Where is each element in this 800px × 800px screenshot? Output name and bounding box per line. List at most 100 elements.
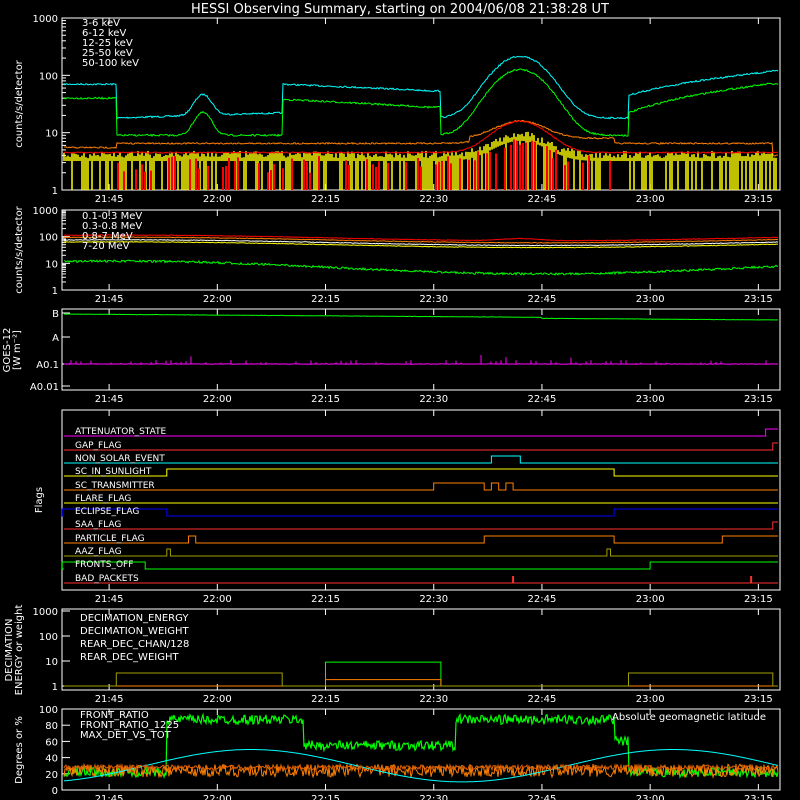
flag-line-8 — [64, 535, 778, 544]
flags-xtick-label: 22:00 — [203, 594, 232, 605]
ratio-legend-1: FRONT_RATIO_1225 — [80, 720, 179, 731]
dec-xtick-label: 22:45 — [528, 694, 557, 705]
gamma-legend-2: 0.8-7 MeV — [82, 231, 133, 242]
gamma-xtick-label: 22:15 — [311, 294, 340, 305]
ratio-frame — [61, 708, 781, 791]
gamma-ytick-label: 100 — [39, 233, 58, 244]
flag-label-7: SAA_FLAG — [75, 520, 121, 530]
gamma-xtick-label: 21:45 — [95, 294, 124, 305]
ratio-series-geomag — [64, 749, 779, 783]
flags-xtick-label: 23:00 — [636, 594, 665, 605]
flag-line-7 — [64, 521, 778, 530]
dec-legend-0: DECIMATION_ENERGY — [80, 613, 189, 624]
gamma-ylabel: counts/s/detector — [14, 205, 25, 293]
ratio-ytick-label: 100 — [39, 705, 58, 716]
flag-label-5: FLARE_FLAG — [75, 494, 131, 504]
xray-legend-3: 25-50 keV — [82, 48, 133, 59]
goes-ylabel: GOES-12 — [2, 328, 13, 373]
goes-frame — [61, 308, 781, 391]
gamma-series-0.3-0.8 — [63, 236, 779, 244]
dec-legend-1: DECIMATION_WEIGHT — [80, 626, 189, 637]
ratio-series-front — [63, 762, 779, 772]
gamma-ytick-label: 1 — [52, 286, 58, 297]
goes-xtick-label: 22:45 — [528, 394, 557, 405]
goes-ytick-label: B — [52, 309, 59, 320]
dec-ytick-label: 1 — [52, 682, 58, 693]
gamma-xtick-label: 23:15 — [744, 294, 773, 305]
panels: 21:45 22:00 22:15 22:30 22:45 23:00 23:1511010… — [2, 14, 781, 800]
xray-series-25-50 — [63, 68, 779, 138]
goes-xtick-label: 23:15 — [744, 394, 773, 405]
xray-xtick-label: 23:00 — [636, 194, 665, 205]
flag-label-9: AAZ_FLAG — [75, 547, 122, 557]
flags-xtick-label: 23:15 — [744, 594, 773, 605]
flag-line-10 — [61, 561, 778, 570]
xray-xtick-label: 22:45 — [528, 194, 557, 205]
gamma-xtick-label: 22:45 — [528, 294, 557, 305]
flag-row-4: SC_TRANSMITTER — [64, 481, 778, 491]
panel-gamma: 21:45 22:00 22:15 22:30 22:45 23:00 23:15 1 10 10… — [14, 205, 781, 305]
ratio-ytick-label: 0 — [52, 786, 58, 797]
panel-ratio: 21:45 22:00 22:15 22:30 22:45 23:00 23:15 0 20 40… — [14, 705, 781, 800]
flags-frame — [61, 409, 781, 591]
dec-legend-3: REAR_DEC_WEIGHT — [80, 652, 179, 663]
dec-xtick-label: 22:30 — [419, 694, 448, 705]
xray-ytick-label: 1 — [52, 186, 58, 197]
flag-row-7: SAA_FLAG — [64, 520, 778, 530]
ratio-xtick-label: 22:15 — [311, 794, 340, 800]
gamma-series-7-20 — [63, 241, 779, 249]
xray-ytick-label: 10 — [45, 129, 58, 140]
panel-xray: 21:45 22:00 22:15 22:30 22:45 23:00 23:15 1 10 10… — [14, 14, 781, 205]
flag-row-3: SC_IN_SUNLIGHT — [64, 467, 778, 477]
ratio-xtick-label: 22:45 — [528, 794, 557, 800]
ratio-legend-2: MAX_DET_VS_TOT — [80, 730, 172, 741]
flag-row-11: BAD_PACKETS — [64, 574, 778, 584]
flag-label-10: FRONTS_OFF — [75, 560, 133, 570]
ratio-annotation: Absolute geomagnetic latitude — [612, 712, 766, 723]
dec-xtick-label: 23:00 — [636, 694, 665, 705]
ratio-legend-0: FRONT_RATIO — [80, 710, 149, 721]
goes-ylabel-2: [W m⁻²] — [12, 330, 23, 370]
xray-legend-0: 3-6 keV — [82, 18, 120, 29]
flag-row-5: FLARE_FLAG — [64, 494, 778, 504]
ratio-xtick-label: 22:00 — [203, 794, 232, 800]
gamma-xtick-label: 23:00 — [636, 294, 665, 305]
xray-series-3-6-line — [63, 120, 779, 154]
goes-xtick-label: 21:45 — [95, 394, 124, 405]
xray-xtick-label: 22:30 — [419, 194, 448, 205]
panel-decimation: 21:45 22:00 22:15 22:30 22:45 23:00 23:15 1 10 10… — [4, 605, 781, 705]
gamma-xtick-label: 22:00 — [203, 294, 232, 305]
xray-legend-4: 50-100 keV — [82, 58, 139, 69]
flag-row-9: AAZ_FLAG — [64, 547, 778, 557]
ratio-ytick-label: 60 — [45, 737, 58, 748]
flag-label-11: BAD_PACKETS — [75, 574, 139, 584]
ratio-xtick-label: 23:15 — [744, 794, 773, 800]
dec-ylabel-2: ENERGY or weight — [14, 605, 25, 696]
ratio-ytick-label: 20 — [45, 770, 58, 781]
goes-ytick-label: A0.1 — [36, 360, 59, 371]
flag-label-2: NON_SOLAR_EVENT — [75, 454, 165, 464]
flag-line-6 — [61, 508, 778, 517]
ratio-xtick-label: 23:00 — [636, 794, 665, 800]
flag-row-10: FRONTS_OFF — [61, 560, 778, 570]
dec-ytick-label: 100 — [39, 632, 58, 643]
goes-xtick-label: 23:00 — [636, 394, 665, 405]
dec-series-energy — [64, 661, 778, 687]
flag-label-3: SC_IN_SUNLIGHT — [75, 467, 152, 477]
ratio-series-front-1225 — [63, 712, 779, 779]
ratio-ylabel: Degrees or % — [14, 716, 25, 784]
gamma-series-0.8-7 — [63, 238, 779, 247]
ratio-xtick-label: 21:45 — [95, 794, 124, 800]
flag-label-1: GAP_FLAG — [75, 441, 121, 451]
xray-series-3-6 — [117, 139, 611, 190]
flag-label-0: ATTENUATOR_STATE — [75, 427, 167, 437]
dec-xtick-label: 23:15 — [744, 694, 773, 705]
gamma-legend-1: 0.3-0.8 MeV — [82, 221, 142, 232]
xray-ytick-label: 1000 — [33, 14, 58, 25]
gamma-ytick-label: 1000 — [33, 206, 58, 217]
goes-xtick-label: 22:30 — [419, 394, 448, 405]
flag-line-9 — [64, 548, 778, 557]
goes-ytick-label: A0.01 — [30, 382, 59, 393]
dec-ytick-label: 1000 — [33, 607, 58, 618]
